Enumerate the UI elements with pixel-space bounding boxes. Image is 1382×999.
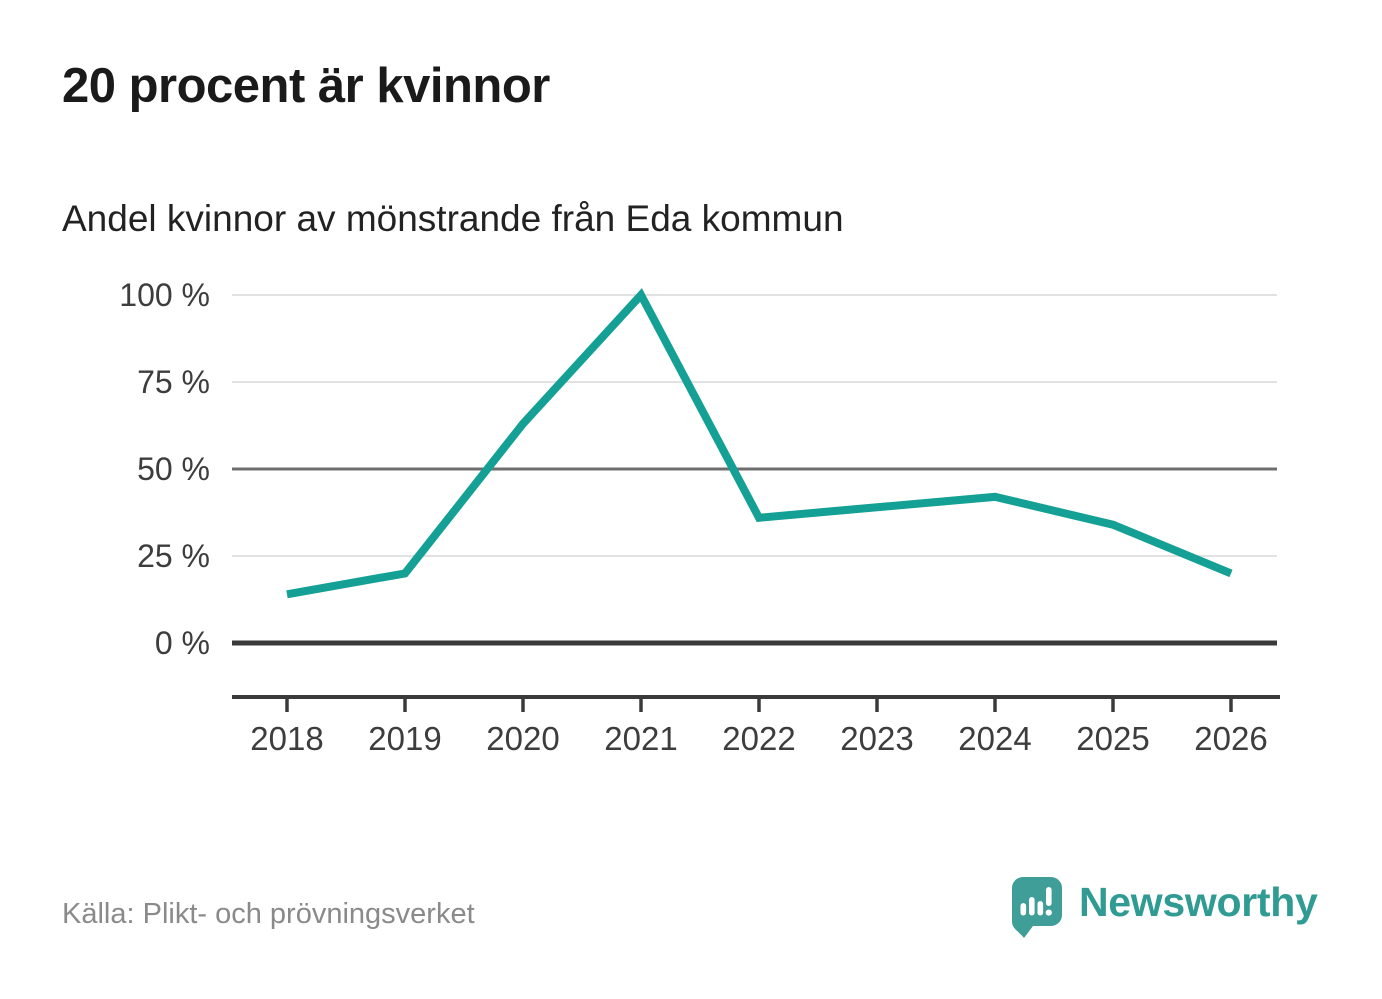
- y-tick-label-75: 75 %: [137, 364, 210, 400]
- data-line-Andel kvinnor av mönstrande från Eda kommun: [286, 288, 1233, 599]
- source-note: Källa: Plikt- och prövningsverket: [62, 898, 475, 930]
- y-tick-label-25: 25 %: [137, 538, 210, 574]
- x-tick-label-2020: 2020: [486, 720, 560, 757]
- newsworthy-logo-icon: [1012, 877, 1062, 938]
- y-tick-label-50: 50 %: [137, 451, 210, 487]
- y-tick-label-100: 100 %: [119, 277, 210, 313]
- x-tick-label-2026: 2026: [1194, 720, 1268, 757]
- x-tick-label-2018: 2018: [250, 720, 324, 757]
- x-tick-label-2024: 2024: [958, 720, 1032, 757]
- newsworthy-logo: Newsworthy: [1012, 877, 1318, 939]
- chart-title: 20 procent är kvinnor: [62, 59, 550, 113]
- chart-subtitle: Andel kvinnor av mönstrande från Eda kom…: [62, 198, 844, 239]
- x-tick-label-2022: 2022: [722, 720, 796, 757]
- y-tick-label-0: 0 %: [154, 625, 210, 661]
- x-tick-label-2023: 2023: [840, 720, 914, 757]
- x-tick-label-2025: 2025: [1076, 720, 1150, 757]
- x-tick-label-2021: 2021: [604, 720, 678, 757]
- brand-name: Newsworthy: [1079, 879, 1318, 925]
- x-tick-label-2019: 2019: [368, 720, 442, 757]
